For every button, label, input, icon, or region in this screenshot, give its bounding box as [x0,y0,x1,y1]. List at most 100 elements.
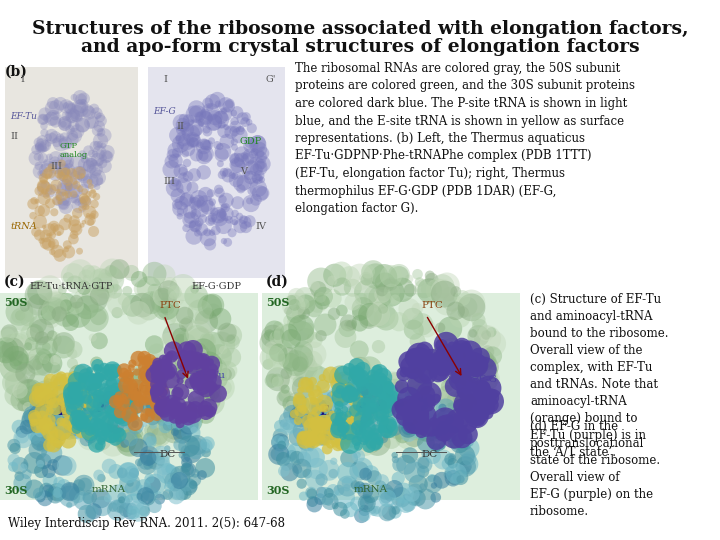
Circle shape [71,420,84,433]
Circle shape [122,398,148,423]
Circle shape [314,494,326,505]
Circle shape [200,332,225,356]
Circle shape [197,381,222,405]
Circle shape [107,403,121,418]
Circle shape [390,400,418,427]
Circle shape [458,437,480,459]
Circle shape [449,453,456,460]
Circle shape [352,430,378,456]
Circle shape [68,418,84,434]
Circle shape [45,139,52,147]
Circle shape [189,373,202,386]
Circle shape [198,389,225,415]
Circle shape [55,413,65,423]
Circle shape [300,404,307,411]
Circle shape [93,390,105,403]
Circle shape [103,391,116,404]
Circle shape [320,408,334,421]
Circle shape [402,447,418,463]
Circle shape [450,400,464,414]
Circle shape [164,373,187,395]
Circle shape [9,350,28,370]
Circle shape [418,457,430,469]
Circle shape [348,404,361,417]
Circle shape [73,492,92,510]
Circle shape [336,376,341,382]
Circle shape [67,420,81,434]
Circle shape [447,458,458,468]
Circle shape [357,483,373,499]
Circle shape [183,479,194,490]
Circle shape [376,399,387,410]
Circle shape [86,156,97,167]
Circle shape [164,416,173,425]
Circle shape [30,319,54,343]
Circle shape [273,321,283,332]
Circle shape [135,383,156,404]
Circle shape [94,120,105,132]
Circle shape [32,358,44,370]
Circle shape [124,494,144,514]
Circle shape [118,294,130,306]
Circle shape [304,418,320,434]
Circle shape [101,423,112,435]
Circle shape [293,356,318,380]
Circle shape [94,372,104,383]
Circle shape [477,382,490,395]
Circle shape [471,381,481,391]
Circle shape [245,160,259,175]
Circle shape [35,394,42,402]
Circle shape [148,343,166,361]
Circle shape [340,427,361,448]
Circle shape [339,411,359,430]
Circle shape [301,426,312,437]
Circle shape [114,416,122,424]
Circle shape [195,352,222,379]
Circle shape [81,153,88,160]
Circle shape [433,332,459,356]
Circle shape [436,343,454,361]
Circle shape [69,487,86,503]
Circle shape [212,210,228,226]
Circle shape [199,399,217,416]
Circle shape [148,284,161,298]
Circle shape [132,365,152,386]
Circle shape [407,347,432,372]
Circle shape [194,218,204,227]
Circle shape [401,423,412,434]
Circle shape [409,393,427,411]
Circle shape [395,399,413,416]
Circle shape [278,347,300,369]
Circle shape [74,381,81,388]
Circle shape [76,185,84,192]
Circle shape [53,225,64,236]
Circle shape [78,410,84,417]
Circle shape [133,368,140,376]
Circle shape [133,368,148,383]
Circle shape [166,404,184,422]
Circle shape [323,264,346,287]
Circle shape [354,382,379,408]
Circle shape [91,170,106,185]
Circle shape [455,394,469,409]
Circle shape [150,367,169,385]
Circle shape [81,176,94,188]
Circle shape [76,420,85,429]
Circle shape [19,311,35,326]
Circle shape [249,178,258,187]
Circle shape [94,394,112,413]
Circle shape [49,415,65,431]
Circle shape [354,403,366,415]
Circle shape [156,384,181,409]
Circle shape [45,313,59,328]
Circle shape [362,465,379,482]
Circle shape [52,196,60,205]
Circle shape [198,405,214,420]
Circle shape [416,382,441,407]
Circle shape [308,391,315,398]
Text: PTC: PTC [159,301,181,310]
Circle shape [65,109,80,123]
Circle shape [335,435,351,451]
Circle shape [368,301,395,328]
Circle shape [93,418,100,426]
